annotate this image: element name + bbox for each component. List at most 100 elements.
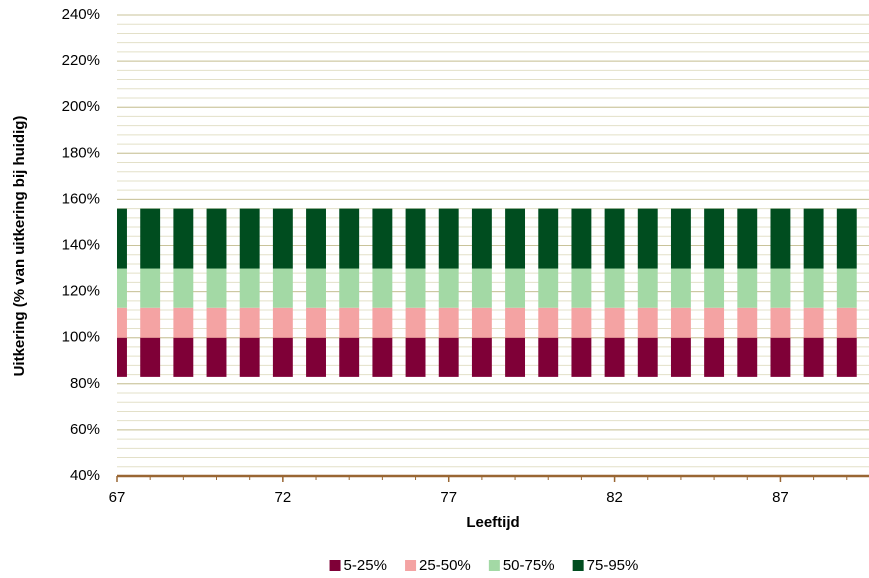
bar-segment — [405, 208, 426, 269]
bar-segment — [804, 377, 824, 476]
bar-segment — [173, 337, 194, 377]
bar-segment — [471, 337, 492, 377]
bar-segment — [306, 268, 326, 308]
y-tick-label: 180% — [62, 144, 100, 161]
bar-segment — [538, 208, 559, 269]
bar-segment — [637, 208, 658, 269]
bar-segment — [737, 337, 758, 377]
bar-segment — [173, 208, 194, 269]
x-tick-label: 77 — [440, 489, 457, 506]
bar-segment — [737, 208, 758, 269]
bar-segment — [206, 337, 227, 377]
bar-segment — [273, 377, 293, 476]
bar-segment — [538, 377, 558, 476]
y-tick-label: 60% — [70, 421, 100, 438]
bar-segment — [339, 377, 359, 476]
x-tick-label: 87 — [772, 489, 789, 506]
bar-segment — [836, 337, 857, 377]
bar-segment — [272, 337, 293, 377]
bar-segment — [571, 337, 592, 377]
bar-segment — [439, 377, 459, 476]
bar-segment — [206, 268, 227, 308]
bar-segment — [770, 337, 791, 377]
bar-segment — [704, 268, 725, 308]
bar-segment — [637, 337, 658, 377]
bar-segment — [339, 307, 360, 338]
bar-segment — [140, 377, 160, 476]
bar-segment — [339, 337, 360, 377]
bar-segment — [670, 208, 691, 269]
bar-segment — [538, 307, 559, 338]
bar-segment — [372, 307, 393, 338]
x-axis-title: Leeftijd — [466, 514, 519, 531]
legend-swatch — [572, 560, 584, 571]
bar-segment — [737, 307, 758, 338]
bar-segment — [704, 377, 724, 476]
y-tick-label: 240% — [62, 6, 100, 23]
bar-segment — [637, 268, 658, 308]
bar-segment — [438, 208, 459, 269]
bar-segment — [704, 208, 725, 269]
bar-segment — [505, 208, 526, 269]
bar-segment — [571, 208, 592, 269]
bar-segment — [173, 307, 194, 338]
bar-segment — [571, 268, 592, 308]
bar-segment — [571, 377, 591, 476]
bar-segment — [339, 208, 360, 269]
bar-segment — [670, 307, 691, 338]
bar-segment — [803, 337, 824, 377]
bar-segment — [306, 377, 326, 476]
bar-segment — [306, 337, 326, 377]
bar-segment — [117, 307, 127, 338]
bar-segment — [638, 377, 658, 476]
bar-segment — [206, 208, 227, 269]
bar-segment — [538, 337, 559, 377]
bar-segment — [604, 208, 625, 269]
bar-segment — [836, 208, 857, 269]
bar-segment — [471, 268, 492, 308]
bar-segment — [770, 377, 790, 476]
bar-segment — [372, 337, 393, 377]
bar-segment — [239, 208, 260, 269]
bar-segment — [372, 377, 392, 476]
bar-segment — [372, 208, 393, 269]
y-tick-label: 160% — [62, 190, 100, 207]
bar-segment — [438, 337, 459, 377]
bar-segment — [206, 307, 227, 338]
y-tick-label: 200% — [62, 98, 100, 115]
x-tick-label: 82 — [606, 489, 623, 506]
legend-swatch — [405, 560, 417, 571]
x-tick-label: 72 — [275, 489, 292, 506]
bar-segment — [604, 268, 625, 308]
legend-label: 75-95% — [587, 557, 639, 574]
bar-segment — [505, 377, 525, 476]
legend-label: 5-25% — [344, 557, 387, 574]
bar-segment — [272, 208, 293, 269]
bar-segment — [272, 268, 293, 308]
bar-segment — [117, 208, 127, 269]
bar-segment — [670, 268, 691, 308]
bar-segment — [140, 208, 161, 269]
y-tick-label: 80% — [70, 375, 100, 392]
bar-segment — [240, 377, 260, 476]
bar-segment — [207, 377, 227, 476]
bar-segment — [438, 268, 459, 308]
bar-segment — [140, 337, 161, 377]
bar-segment — [538, 268, 559, 308]
bar-segment — [505, 268, 526, 308]
bar-segment — [173, 377, 193, 476]
bar-segment — [339, 268, 360, 308]
bar-segment — [239, 268, 260, 308]
bar-segment — [670, 337, 691, 377]
bar-segment — [117, 268, 127, 308]
bar-segment — [770, 208, 791, 269]
bar-segment — [107, 377, 127, 476]
bar-segment — [803, 268, 824, 308]
bar-segment — [737, 377, 757, 476]
bar-segment — [472, 377, 492, 476]
y-tick-label: 220% — [62, 52, 100, 69]
bar-segment — [372, 268, 393, 308]
bar-segment — [704, 337, 725, 377]
legend-label: 50-75% — [503, 557, 555, 574]
bar-segment — [505, 307, 526, 338]
